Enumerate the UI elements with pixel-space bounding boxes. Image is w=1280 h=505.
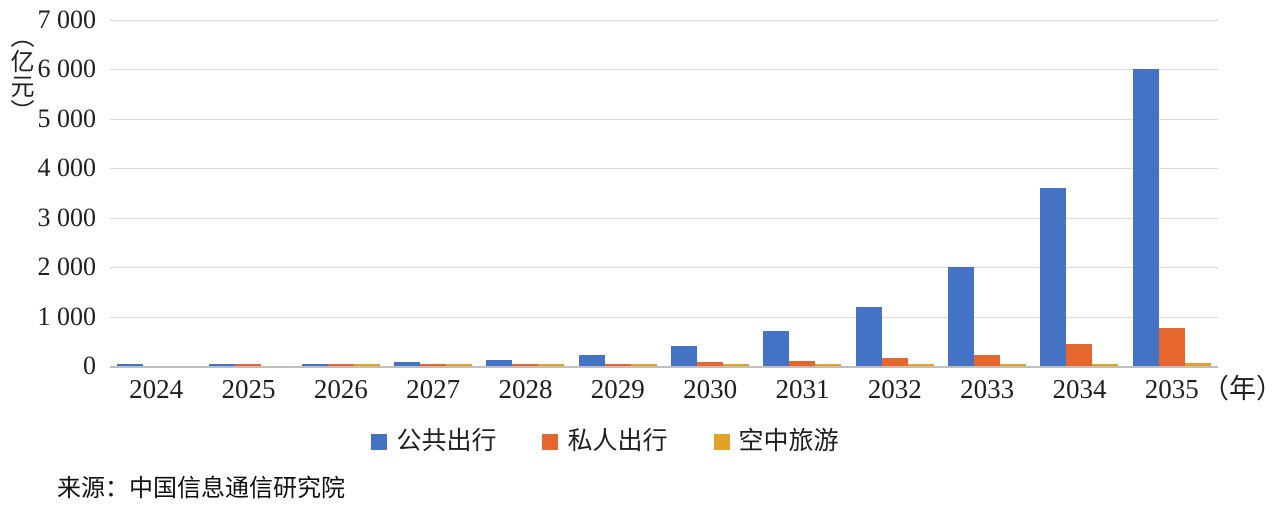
bar-private-travel-2035 (1158, 327, 1185, 366)
gridline (110, 267, 1218, 269)
bar-group-2025 (202, 20, 294, 366)
gridline (110, 168, 1218, 170)
y-tick-label: 5 000 (37, 103, 97, 133)
legend-label: 私人出行 (567, 428, 668, 455)
bar-group-2027 (387, 20, 479, 366)
bar-public-travel-2031 (763, 331, 790, 366)
legend-label: 空中旅游 (738, 428, 839, 455)
bar-public-travel-2035 (1132, 69, 1159, 366)
bar-private-travel-2027 (420, 364, 447, 366)
bar-air-tourism-2026 (353, 364, 380, 366)
bar-group-2032 (849, 20, 941, 366)
bar-private-travel-2029 (604, 364, 631, 366)
x-tick-label: 2027 (406, 374, 461, 404)
bar-air-tourism-2033 (1000, 364, 1027, 366)
source-text: 来源：中国信息通信研究院 (57, 476, 345, 502)
legend: 公共出行 私人出行 空中旅游 (0, 427, 1280, 457)
plot-area (110, 20, 1218, 368)
bar-private-travel-2034 (1066, 344, 1093, 366)
y-tick-label: 4 000 (37, 153, 97, 183)
bar-group-2033 (941, 20, 1033, 366)
x-axis-line (110, 366, 1218, 368)
x-axis-unit-label: （年） (1202, 374, 1280, 404)
x-tick-label: 2035 (1144, 374, 1199, 404)
legend-swatch-icon (542, 434, 559, 450)
bar-air-tourism-2031 (815, 364, 842, 366)
x-tick-label: 2028 (498, 374, 553, 404)
bar-public-travel-2029 (578, 354, 605, 366)
x-tick-label: 2031 (775, 374, 830, 404)
bar-public-travel-2033 (948, 267, 975, 366)
legend-item-public-travel: 公共出行 (371, 427, 496, 457)
bar-air-tourism-2028 (538, 364, 565, 366)
bar-air-tourism-2032 (907, 364, 934, 366)
bar-group-2028 (479, 20, 571, 366)
y-tick-label: 6 000 (37, 54, 97, 84)
bar-public-travel-2034 (1040, 188, 1067, 366)
bar-private-travel-2032 (881, 358, 908, 366)
bar-air-tourism-2027 (446, 364, 473, 366)
bar-air-tourism-2030 (723, 364, 750, 366)
legend-swatch-icon (713, 434, 730, 450)
bar-private-travel-2026 (327, 364, 354, 366)
x-axis-labels: 2024 2025 2026 2027 2028 2029 2030 2031 2032 2033… (110, 374, 1218, 404)
bar-public-travel-2030 (671, 346, 698, 366)
x-tick-label: 2025 (221, 374, 276, 404)
bar-private-travel-2033 (974, 354, 1001, 366)
bar-group-2026 (295, 20, 387, 366)
legend-label: 公共出行 (396, 428, 497, 455)
legend-swatch-icon (371, 434, 388, 450)
gridline (110, 217, 1218, 219)
bar-public-travel-2032 (855, 306, 882, 366)
y-tick-label: 2 000 (37, 252, 97, 282)
gridline (110, 316, 1218, 318)
bar-group-2024 (110, 20, 202, 366)
x-tick-label: 2034 (1052, 374, 1107, 404)
bar-public-travel-2028 (486, 359, 513, 366)
y-axis-labels: 0 1 000 2 000 3 000 4 000 5 000 6 000 7 000 (0, 7, 97, 379)
x-tick-label: 2029 (590, 374, 645, 404)
bar-private-travel-2030 (697, 362, 724, 366)
bar-group-2034 (1033, 20, 1125, 366)
gridline (110, 20, 1218, 21)
y-tick-label: 7 000 (37, 5, 97, 34)
bar-air-tourism-2035 (1184, 363, 1211, 366)
bar-private-travel-2028 (512, 364, 539, 366)
bar-group-2030 (664, 20, 756, 366)
legend-item-private-travel: 私人出行 (542, 427, 668, 457)
y-tick-label: 3 000 (37, 202, 97, 232)
legend-item-air-tourism: 空中旅游 (713, 427, 839, 457)
bar-group-2031 (756, 20, 848, 366)
bar-group-2029 (572, 20, 664, 366)
y-axis-unit-label: （亿元） (6, 24, 32, 124)
bar-group-2035 (1126, 20, 1218, 366)
x-tick-label: 2032 (867, 374, 922, 404)
bar-public-travel-2027 (394, 362, 421, 366)
y-tick-label: 1 000 (37, 301, 97, 331)
bar-private-travel-2025 (235, 364, 262, 366)
bar-air-tourism-2029 (630, 364, 657, 366)
gridline (110, 69, 1218, 71)
x-tick-label: 2033 (960, 374, 1015, 404)
bar-public-travel-2025 (209, 364, 236, 366)
bar-private-travel-2031 (789, 361, 816, 366)
x-tick-label: 2026 (313, 374, 368, 404)
bar-public-travel-2024 (117, 364, 144, 366)
gridline (110, 118, 1218, 120)
y-tick-label: 0 (83, 351, 96, 380)
bar-air-tourism-2034 (1092, 364, 1119, 366)
x-tick-label: 2030 (683, 374, 738, 404)
x-tick-label: 2024 (129, 374, 184, 404)
bar-groups (110, 20, 1218, 366)
bar-public-travel-2026 (301, 363, 328, 366)
